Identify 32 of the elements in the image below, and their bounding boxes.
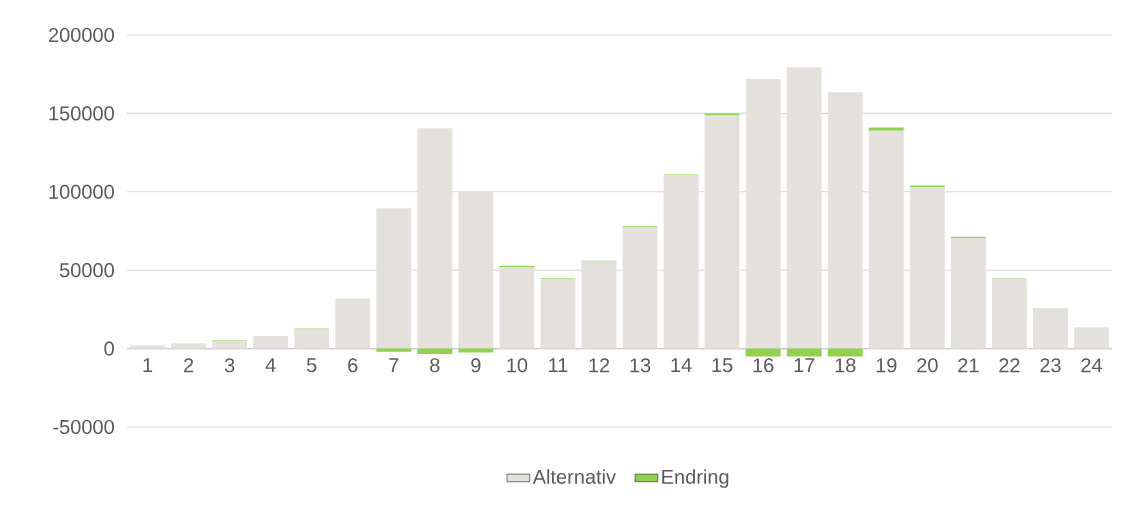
y-tick-label: 0 (104, 341, 114, 356)
x-tick-label: 12 (589, 358, 610, 373)
x-tick-label: 9 (471, 358, 481, 373)
x-tick-label: 14 (671, 358, 692, 372)
x-tick-label: 3 (224, 358, 235, 373)
x-tick-label: 19 (876, 358, 897, 373)
y-tick-label: 200000 (49, 27, 114, 43)
x-tick-label: 1 (143, 358, 153, 372)
y-tick-label: 150000 (49, 106, 114, 121)
x-tick-label: 8 (430, 358, 440, 373)
y-tick-label: 100000 (49, 184, 114, 199)
x-tick-label: 18 (835, 358, 856, 373)
legend-label: Alternativ (532, 469, 616, 484)
x-tick-label: 7 (389, 358, 399, 372)
legend-label: Endring (662, 469, 729, 488)
x-tick-label: 21 (958, 358, 979, 373)
x-tick-label: 24 (1081, 358, 1103, 373)
x-tick-label: 15 (712, 358, 733, 373)
x-tick-label: 17 (794, 358, 815, 372)
x-tick-label: 5 (306, 358, 317, 373)
y-tick-label: -50000 (53, 419, 114, 435)
x-tick-label: 4 (265, 358, 276, 372)
x-tick-label: 16 (753, 358, 774, 373)
x-tick-label: 13 (630, 358, 651, 373)
x-tick-label: 10 (507, 358, 528, 373)
x-tick-label: 23 (1040, 358, 1061, 373)
y-tick-label: 50000 (59, 263, 114, 278)
x-tick-label: 6 (348, 358, 358, 373)
x-tick-label: 2 (184, 358, 194, 373)
x-tick-label: 20 (917, 358, 938, 373)
x-tick-label: 22 (999, 358, 1020, 373)
x-tick-label: 11 (549, 358, 568, 372)
